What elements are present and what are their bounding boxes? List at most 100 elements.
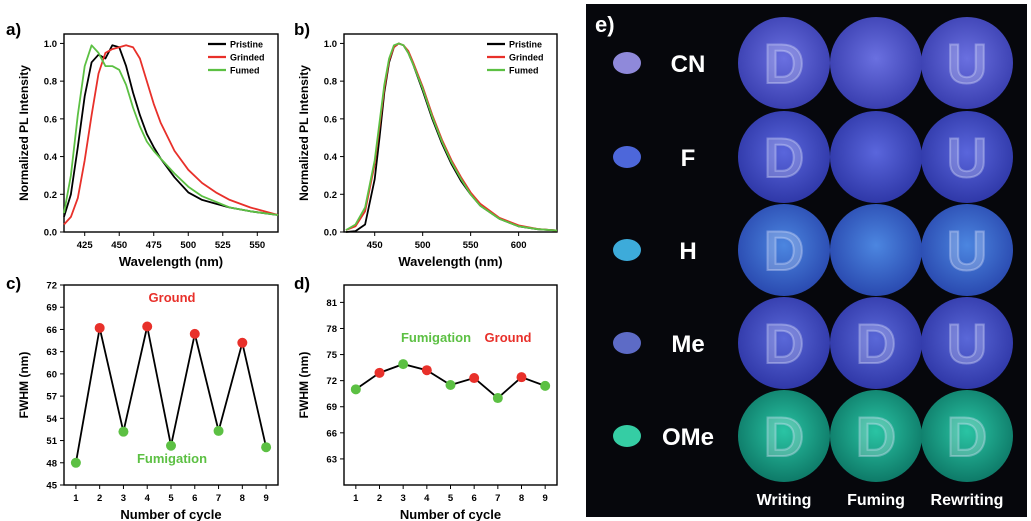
x-tick-label: 6 [192, 493, 197, 504]
data-point [350, 384, 361, 395]
row-label-cn: CN [671, 51, 706, 78]
x-tick-label: 425 [77, 240, 94, 251]
y-tick-label: 54 [46, 414, 57, 425]
y-tick-label: 69 [46, 303, 57, 314]
paper-disc [921, 204, 1013, 296]
y-tick-label: 72 [326, 376, 337, 387]
data-point [421, 365, 432, 376]
y-axis-label: Normalized PL Intensity [297, 65, 311, 201]
x-tick-label: 450 [111, 240, 127, 251]
y-tick-label: 66 [326, 428, 337, 439]
written-letter: D [947, 405, 987, 468]
written-letter: U [947, 312, 987, 375]
chart-b: Wavelength (nm) Normalized PL Intensity 45… [297, 33, 558, 269]
data-point [492, 393, 503, 404]
x-axis-label: Wavelength (nm) [119, 254, 223, 269]
x-tick-label: 475 [146, 240, 163, 251]
y-tick-label: 0.8 [44, 77, 57, 88]
row-label-h: H [679, 238, 696, 265]
legend-label-fumed: Fumed [230, 66, 260, 76]
paper-disc [921, 390, 1013, 482]
data-point [469, 373, 480, 384]
row-label-f: F [681, 145, 696, 172]
x-tick-label: 4 [424, 493, 430, 504]
data-point [189, 328, 200, 339]
x-tick-label: 1 [353, 493, 359, 504]
paper-disc [830, 111, 922, 203]
data-point [70, 457, 81, 468]
y-tick-label: 0.0 [324, 228, 337, 239]
panel-label-c: c) [6, 274, 21, 293]
data-point [237, 337, 248, 348]
written-letter: D [764, 219, 804, 282]
y-tick-label: 0.2 [324, 190, 337, 201]
x-tick-label: 7 [216, 493, 221, 504]
data-point [374, 367, 385, 378]
x-tick-label: 550 [463, 240, 479, 251]
legend-label-grinded: Grinded [230, 53, 265, 63]
y-tick-label: 81 [326, 298, 337, 309]
y-axis-label: FWHM (nm) [17, 352, 31, 419]
panel-label-b: b) [294, 20, 310, 39]
written-letter: D [856, 405, 896, 468]
column-label-fuming: Fuming [847, 492, 905, 509]
y-tick-label: 0.6 [44, 114, 57, 125]
x-tick-label: 500 [415, 240, 431, 251]
x-tick-label: 2 [377, 493, 382, 504]
x-tick-label: 600 [511, 240, 527, 251]
y-tick-label: 0.2 [44, 190, 57, 201]
data-point [94, 322, 105, 333]
legend-label-pristine: Pristine [230, 40, 263, 50]
y-tick-label: 48 [46, 458, 57, 469]
paper-disc [921, 297, 1013, 389]
y-tick-label: 63 [46, 347, 57, 358]
written-letter: U [947, 32, 987, 95]
y-tick-label: 60 [46, 369, 57, 380]
annotation-ground: Ground [485, 330, 532, 345]
x-tick-label: 525 [215, 240, 232, 251]
sample-powder-ome [613, 425, 641, 447]
x-tick-label: 6 [472, 493, 477, 504]
x-axis-label: Number of cycle [400, 507, 501, 521]
y-axis-label: Normalized PL Intensity [17, 65, 31, 201]
written-letter: D [764, 32, 804, 95]
paper-disc [830, 204, 922, 296]
paper-disc [738, 204, 830, 296]
x-tick-label: 550 [249, 240, 265, 251]
panel-label-a: a) [6, 20, 21, 39]
x-tick-label: 2 [97, 493, 102, 504]
y-tick-label: 51 [46, 436, 57, 447]
paper-disc [738, 17, 830, 109]
written-letter: U [947, 219, 987, 282]
y-tick-label: 57 [46, 392, 57, 403]
y-tick-label: 69 [326, 402, 337, 413]
row-label-ome: OMe [662, 424, 714, 451]
paper-disc [921, 17, 1013, 109]
y-tick-label: 0.4 [44, 152, 58, 163]
data-point [213, 425, 224, 436]
y-tick-label: 1.0 [44, 39, 57, 50]
y-tick-label: 78 [326, 324, 337, 335]
written-letter: D [764, 405, 804, 468]
paper-disc [738, 390, 830, 482]
paper-disc [738, 111, 830, 203]
written-letter: D [764, 312, 804, 375]
column-label-writing: Writing [757, 492, 812, 509]
plot-frame [343, 33, 558, 233]
paper-disc [921, 111, 1013, 203]
series-line-grinded [63, 44, 279, 226]
x-tick-label: 5 [168, 493, 174, 504]
x-tick-label: 7 [495, 493, 500, 504]
written-letter: D [764, 126, 804, 189]
column-label-rewriting: Rewriting [931, 492, 1004, 509]
data-point [142, 321, 153, 332]
y-tick-label: 72 [46, 281, 57, 292]
series-line-fumed [63, 44, 279, 216]
legend-label-grinded: Grinded [509, 53, 544, 63]
data-point [540, 380, 551, 391]
chart-a: Wavelength (nm) Normalized PL Intensity 42… [17, 33, 279, 269]
